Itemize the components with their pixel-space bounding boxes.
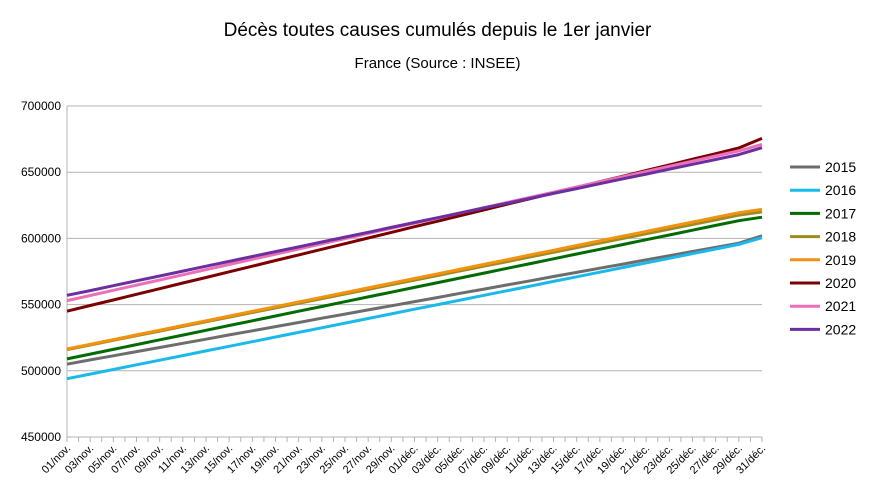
y-tick-label: 700000 <box>21 99 61 113</box>
legend-label-2015: 2015 <box>825 159 856 175</box>
legend-label-2019: 2019 <box>825 252 856 268</box>
series-line-2016 <box>66 236 763 381</box>
legend-label-2022: 2022 <box>825 321 856 337</box>
chart-subtitle: France (Source : INSEE) <box>354 55 521 72</box>
y-tick-label: 650000 <box>21 165 61 179</box>
legend-label-2021: 2021 <box>825 298 856 314</box>
x-axis: 01/nov.03/nov.05/nov.07/nov.09/nov.11/no… <box>40 437 768 477</box>
y-tick-label: 450000 <box>21 430 61 444</box>
series-line-2022 <box>66 146 763 297</box>
series-line-2020 <box>66 137 763 313</box>
legend-label-2018: 2018 <box>825 229 856 245</box>
legend-label-2017: 2017 <box>825 205 856 221</box>
legend-label-2016: 2016 <box>825 182 856 198</box>
y-axis: 450000 500000 550000 600000 650000 700000 <box>21 99 68 444</box>
series-line-2017 <box>66 215 763 361</box>
y-tick-label: 550000 <box>21 298 61 312</box>
y-tick-label: 600000 <box>21 231 61 245</box>
legend: 2015 2016 2017 2018 2019 2020 2021 2022 <box>790 159 856 337</box>
series-line-2019 <box>66 207 763 351</box>
gridlines <box>67 105 762 438</box>
legend-label-2020: 2020 <box>825 275 856 291</box>
y-tick-label: 500000 <box>21 364 61 378</box>
series-lines <box>66 137 763 381</box>
series-line-2015 <box>66 234 763 366</box>
chart-title: Décès toutes causes cumulés depuis le 1e… <box>223 20 652 41</box>
